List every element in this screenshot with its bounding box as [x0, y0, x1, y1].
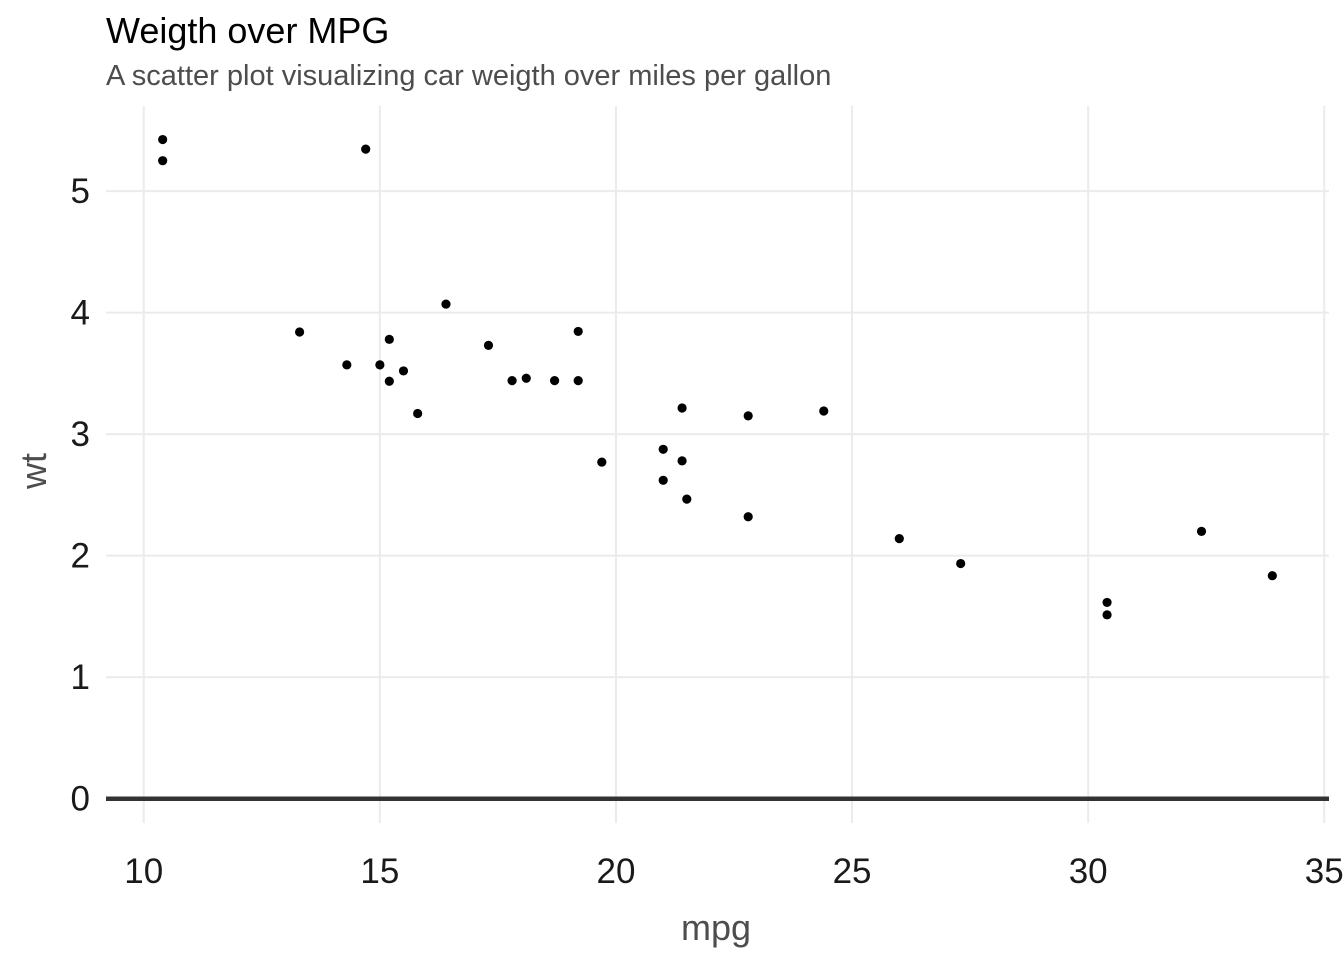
data-point [743, 512, 753, 522]
data-point [1196, 526, 1207, 536]
data-point [677, 403, 687, 413]
data-point [658, 475, 668, 485]
chart-subtitle: A scatter plot visualizing car weigth ov… [106, 60, 832, 92]
data-point [295, 327, 305, 337]
data-point [677, 456, 687, 466]
y-tick-label: 4 [71, 294, 90, 333]
data-point [597, 457, 607, 467]
data-point [549, 376, 560, 386]
data-point [342, 360, 352, 370]
chart-title: Weigth over MPG [106, 10, 390, 51]
x-tick-label: 25 [833, 852, 872, 891]
x-tick-label: 35 [1305, 852, 1344, 891]
x-tick-label: 20 [597, 852, 636, 891]
data-point [573, 326, 583, 337]
data-point [483, 340, 494, 351]
y-tick-label: 5 [71, 172, 90, 211]
grid [106, 106, 1329, 823]
data-point [682, 494, 692, 504]
x-tick-label: 10 [124, 852, 163, 891]
y-tick-label: 3 [71, 415, 90, 454]
data-point [361, 144, 371, 154]
data-point [413, 408, 423, 419]
data-point [1102, 610, 1112, 620]
data-point [521, 373, 531, 383]
data-point [384, 334, 394, 344]
data-point [1102, 597, 1112, 608]
data-point [956, 558, 966, 569]
data-point [384, 376, 394, 386]
data-point [1267, 571, 1277, 581]
y-tick-label: 1 [71, 658, 90, 697]
x-axis-ticks: 10 15 20 25 30 35 [124, 852, 1343, 891]
y-tick-label: 0 [71, 780, 90, 819]
data-point [158, 134, 168, 145]
data-point [507, 376, 517, 386]
data-point [894, 534, 904, 544]
x-axis-title: mpg [681, 907, 751, 948]
y-axis-ticks: 0 1 2 3 4 5 [71, 172, 90, 819]
data-point [819, 406, 829, 416]
data-point [158, 156, 168, 166]
data-point [658, 444, 668, 454]
data-point [573, 376, 583, 386]
x-tick-label: 15 [360, 852, 399, 891]
data-point [441, 299, 451, 309]
y-axis-title: wt [13, 453, 54, 490]
x-tick-label: 30 [1069, 852, 1108, 891]
y-tick-label: 2 [71, 537, 90, 576]
data-point [398, 366, 409, 376]
data-point [743, 411, 753, 421]
data-point [375, 360, 385, 370]
points [158, 134, 1277, 620]
